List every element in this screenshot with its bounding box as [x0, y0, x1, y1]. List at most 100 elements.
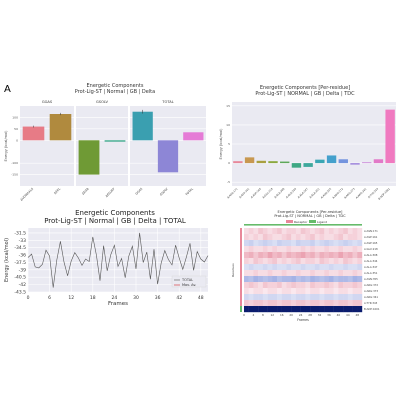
chart4-cell: [295, 228, 301, 235]
chart4-cell: [357, 306, 363, 313]
chart4-cell: [319, 300, 325, 307]
chart4-cell: [352, 282, 358, 289]
chart4-cell: [333, 288, 339, 295]
chart4-cell: [300, 294, 306, 301]
chart4-cell: [357, 228, 363, 235]
chart4-cell: [352, 270, 358, 277]
chart2-bar: [338, 159, 348, 164]
chart4-cell: [310, 258, 315, 265]
chart4-cell: [352, 276, 358, 283]
chart4-cell: [310, 270, 315, 277]
chart4-cell: [328, 294, 334, 301]
chart4-cell: [305, 264, 311, 271]
chart1-xtick-label: ΔEEL: [53, 187, 61, 195]
chart4-cell: [347, 270, 353, 277]
chart4-cell: [244, 246, 249, 253]
chart4-cell: [291, 288, 297, 295]
chart4-cell: [244, 252, 249, 259]
chart4-cell: [328, 300, 334, 307]
chart4-cell: [300, 288, 306, 295]
chart4-cell: [338, 306, 344, 313]
chart4-cell: [305, 270, 311, 277]
chart4-xtick-label: 12: [271, 313, 275, 317]
chart4-cell: [333, 234, 339, 241]
chart4-cell: [272, 246, 278, 253]
chart3-xlabel: Frames: [108, 301, 128, 307]
chart4-ligand-strip: [244, 224, 362, 226]
chart4-cell: [291, 264, 297, 271]
chart4-cell: [347, 264, 353, 271]
chart4-cell: [357, 288, 363, 295]
chart2-bar: [244, 157, 255, 164]
chart4-cell: [328, 252, 334, 259]
chart4-cell: [347, 306, 353, 313]
chart4-cell: [258, 258, 264, 265]
chart4-cell: [352, 300, 358, 307]
chart4-xtick-label: 8: [262, 313, 264, 317]
chart4-cell: [343, 240, 349, 247]
chart4-cell: [244, 300, 249, 307]
chart4-xtick-label: 48: [355, 313, 359, 317]
chart1-ytick-label: 0: [16, 138, 18, 142]
chart4-cell: [319, 234, 325, 241]
chart4-xlabel: Frames: [297, 318, 309, 322]
chart4-cell: [267, 234, 273, 241]
chart4-cell: [258, 306, 264, 313]
chart4-cell: [248, 252, 254, 259]
chart1-subtitle: Prot-Lig-ST | Normal | GB | Delta: [74, 88, 156, 95]
chart4-cell: [319, 276, 325, 283]
chart4-cell: [314, 306, 320, 313]
chart4-cell: [262, 264, 268, 271]
chart4-cell: [343, 276, 349, 283]
chart4-cell: [328, 228, 334, 235]
chart4-cell: [324, 270, 330, 277]
chart4-cell: [272, 294, 278, 301]
chart4-row-label: A:ASN:355: [364, 277, 378, 281]
chart2-title: Energetic Components [Per-residue]: [259, 85, 351, 91]
chart4-cell: [277, 246, 282, 253]
chart4-cell: [338, 294, 344, 301]
chart4-row-label: A:ALA:351: [364, 271, 378, 275]
chart4-cell: [253, 294, 259, 301]
chart4-title: Energetic Components [Per-residue]: [277, 210, 343, 214]
chart4-cell: [310, 294, 315, 301]
chart1-bar: [104, 140, 126, 142]
chart4-cell: [333, 300, 339, 307]
chart4-cell: [352, 264, 358, 271]
chart4-xtick-label: 40: [337, 313, 341, 317]
chart4-cell: [267, 294, 273, 301]
chart4-cell: [357, 234, 363, 241]
chart4-cell: [328, 258, 334, 265]
chart4-cell: [277, 294, 282, 301]
chart4-cell: [262, 288, 268, 295]
chart3-ytick-label: -36: [19, 253, 26, 259]
chart4-cell: [262, 270, 268, 277]
chart4-cell: [267, 240, 273, 247]
chart4-cell: [272, 258, 278, 265]
chart4-cell: [305, 306, 311, 313]
chart1-title: Energetic Components: [86, 83, 144, 89]
chart4-cell: [258, 246, 264, 253]
chart4-cell: [286, 282, 292, 289]
chart4-cell: [324, 294, 330, 301]
chart4-cell: [352, 288, 358, 295]
chart4-cell: [300, 234, 306, 241]
chart4-cell: [248, 264, 254, 271]
chart4-cell: [248, 276, 254, 283]
chart4-cell: [328, 282, 334, 289]
chart4-cell: [253, 258, 259, 265]
chart3-legend-label-movav: Mov. Av.: [182, 283, 196, 287]
chart4-cell: [295, 282, 301, 289]
chart4-cell: [338, 264, 344, 271]
chart4-cell: [352, 228, 358, 235]
chart4-cell: [244, 288, 249, 295]
chart2-bar: [291, 163, 302, 168]
chart4-cell: [310, 288, 315, 295]
chart4-cell: [347, 246, 353, 253]
chart4-cell: [310, 276, 315, 283]
chart4-cell: [286, 264, 292, 271]
chart4-cell: [248, 270, 254, 277]
chart4-cell: [357, 300, 363, 307]
chart4-cell: [314, 240, 320, 247]
chart4-cell: [248, 240, 254, 247]
